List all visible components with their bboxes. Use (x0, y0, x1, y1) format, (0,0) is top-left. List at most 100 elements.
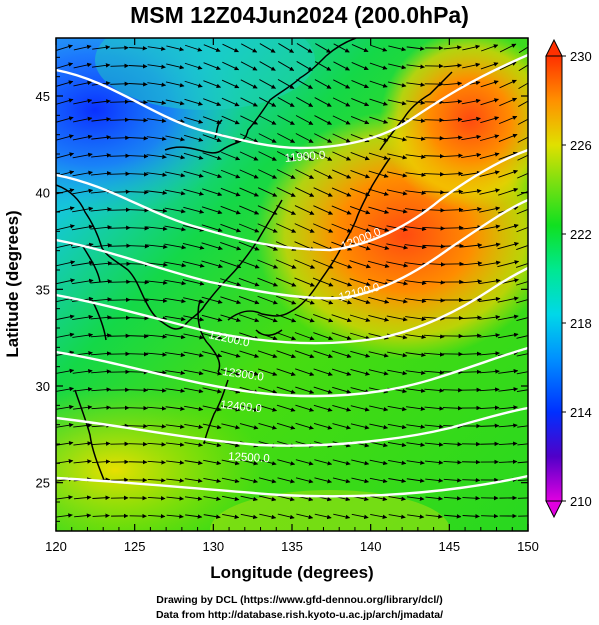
contour-12100 (56, 198, 528, 300)
wind-arrow (332, 477, 351, 484)
wind-arrow (498, 115, 518, 125)
wind-arrow (147, 46, 166, 51)
wind-arrow (201, 206, 223, 215)
wind-arrow (517, 443, 528, 446)
wind-arrow (333, 532, 349, 535)
x-tick-label: 135 (281, 539, 303, 554)
wind-arrow (72, 314, 94, 320)
colorbar-tick-label: 230 (570, 49, 592, 64)
wind-arrow (331, 332, 352, 341)
wind-arrow (350, 350, 371, 358)
wind-arrow (368, 188, 389, 196)
wind-arrow (72, 170, 93, 177)
wind-arrow (72, 188, 94, 195)
wind-arrow (387, 153, 408, 160)
wind-arrow (331, 205, 352, 215)
y-tick-label: 30 (36, 379, 50, 394)
colorbar-ticks: 230 226 222 218 214 210 (562, 49, 592, 509)
wind-arrow (367, 260, 390, 268)
wind-arrow (164, 315, 186, 322)
wind-arrow (313, 422, 333, 430)
wind-arrow (499, 79, 517, 89)
wind-arrow (145, 262, 168, 267)
wind-arrow (295, 115, 314, 125)
wind-arrow (165, 442, 185, 447)
wind-arrow (349, 260, 371, 269)
wind-arrow (351, 97, 370, 107)
wind-arrow (406, 46, 425, 51)
wind-arrow (164, 352, 186, 358)
wind-arrow (295, 404, 314, 412)
credit-line-2: Data from http://database.rish.kyoto-u.a… (155, 609, 444, 621)
wind-arrow (56, 152, 75, 159)
wind-arrow (146, 352, 167, 357)
wind-arrow (295, 386, 315, 394)
wind-arrow (259, 79, 276, 89)
wind-arrow (444, 533, 460, 535)
wind-arrow (183, 224, 205, 232)
wind-arrow (183, 315, 205, 322)
wind-arrow (276, 350, 296, 359)
wind-arrow (128, 387, 149, 393)
wind-arrow (516, 208, 528, 215)
wind-arrow (109, 315, 131, 321)
wind-arrow (443, 81, 463, 86)
wind-arrow (73, 80, 92, 87)
wind-arrow (276, 332, 297, 341)
wind-arrow (369, 405, 389, 412)
wind-arrow (369, 134, 389, 142)
colorbar-tick-label: 226 (570, 138, 592, 153)
wind-arrow (460, 315, 482, 320)
wind-arrow (499, 61, 517, 71)
wind-arrow (91, 153, 112, 158)
wind-arrow (462, 514, 480, 519)
wind-arrow (277, 79, 295, 89)
wind-arrow (313, 187, 333, 197)
wind-arrow (238, 241, 260, 251)
wind-arrow (277, 115, 295, 125)
wind-arrow (72, 152, 93, 159)
wind-arrow (72, 369, 93, 374)
wind-arrow (405, 190, 427, 196)
wind-arrow (145, 226, 168, 231)
wind-arrow (460, 170, 482, 176)
wind-arrow (127, 190, 149, 195)
wind-arrow (294, 332, 315, 341)
x-tick-label: 130 (202, 539, 224, 554)
wind-arrow (220, 278, 242, 287)
wind-arrow (498, 423, 518, 428)
contour-12500 (56, 474, 528, 498)
wind-arrow (56, 188, 75, 195)
wind-arrow (498, 187, 519, 196)
wind-arrow (370, 513, 388, 520)
wind-arrow (480, 98, 499, 106)
wind-arrow (203, 477, 222, 484)
wind-arrow (56, 533, 72, 535)
wind-arrow (259, 43, 276, 53)
wind-arrow (148, 514, 166, 519)
wind-arrow (295, 151, 314, 161)
wind-arrow (257, 350, 278, 359)
wind-arrow (517, 154, 528, 161)
wind-arrow (203, 80, 222, 88)
contour-12200 (56, 266, 528, 345)
wind-arrow (202, 351, 223, 358)
wind-arrow (312, 259, 334, 269)
wind-arrow (166, 45, 185, 52)
wind-arrow (332, 386, 352, 394)
wind-arrow (276, 386, 296, 394)
wind-arrow (313, 169, 333, 179)
wind-arrow (201, 260, 223, 269)
wind-arrow (183, 351, 204, 358)
wind-arrow (147, 82, 167, 87)
wind-arrow (350, 115, 370, 125)
wind-arrow (201, 333, 223, 340)
wind-arrow (276, 368, 296, 376)
wind-arrow (333, 513, 351, 520)
wind-arrow (460, 243, 483, 248)
wind-arrow (183, 369, 204, 376)
wind-arrow (351, 61, 369, 71)
wind-arrow (164, 334, 186, 340)
wind-arrow (184, 442, 203, 448)
wind-arrow (460, 225, 483, 230)
